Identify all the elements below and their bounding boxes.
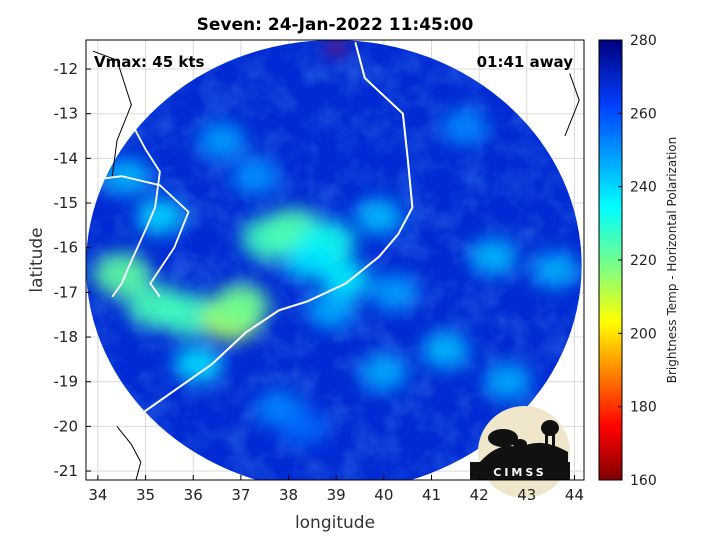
brightness-feature: [212, 283, 270, 328]
brightness-feature: [422, 332, 470, 369]
brightness-feature: [279, 408, 327, 445]
x-axis-ticks: 34 35 36 37 38 39 40 41 42 43 44: [88, 475, 584, 504]
time-away-annotation: 01:41 away: [477, 53, 574, 71]
land-border: [92, 50, 132, 177]
colorbar-tick-label: 280: [630, 33, 657, 49]
brightness-feature: [355, 198, 403, 235]
brightness-feature: [159, 292, 218, 337]
brightness-feature: [369, 274, 417, 311]
x-tick-label: 36: [184, 486, 203, 504]
y-tick-label: -19: [54, 373, 79, 391]
swath: [86, 40, 582, 480]
country-border: [86, 175, 190, 298]
brightness-feature: [198, 122, 246, 159]
y-axis-ticks: -12 -13 -14 -15 -16 -17 -18 -19 -20 -21: [54, 60, 91, 480]
inland-border: [111, 68, 161, 298]
colorbar-tick-label: 160: [630, 473, 657, 489]
vmax-annotation: Vmax: 45 kts: [94, 53, 204, 71]
coastlines: [86, 41, 580, 480]
brightness-feature: [284, 243, 331, 280]
x-tick-label: 38: [279, 486, 298, 504]
x-tick-label: 44: [565, 486, 584, 504]
svg-text:CIMSS: CIMSS: [493, 466, 546, 479]
brightness-feature: [174, 345, 222, 382]
brightness-feature: [532, 252, 579, 289]
brightness-feature: [231, 158, 279, 195]
y-tick-label: -16: [54, 239, 79, 257]
brightness-feature: [308, 292, 355, 329]
y-tick-label: -14: [54, 149, 79, 167]
y-tick-label: -17: [54, 283, 79, 301]
colorbar-tick-label: 220: [630, 253, 657, 269]
y-tick-label: -12: [54, 60, 79, 78]
x-tick-label: 37: [231, 486, 250, 504]
brightness-feature: [103, 158, 150, 195]
x-tick-label: 34: [88, 486, 107, 504]
brightness-features: [93, 40, 579, 445]
x-tick-label: 39: [327, 486, 346, 504]
x-tick-label: 35: [136, 486, 155, 504]
x-axis-label: longitude: [295, 513, 375, 533]
colorbar-label: Brightness Temp - Horizontal Polarizatio…: [665, 137, 679, 384]
y-tick-label: -18: [54, 328, 79, 346]
y-axis-label: latitude: [27, 227, 47, 292]
x-tick-label: 43: [517, 486, 536, 504]
colorbar-tick-label: 180: [630, 400, 657, 416]
land-border-south: [116, 426, 142, 480]
brightness-feature: [93, 252, 151, 297]
y-tick-label: -21: [54, 462, 79, 480]
x-tick-label: 41: [422, 486, 441, 504]
brightness-feature: [484, 363, 532, 400]
y-tick-label: -15: [54, 194, 79, 212]
chart-title: Seven: 24-Jan-2022 11:45:00: [197, 15, 474, 35]
cimss-logo-icon: CIMSS: [470, 406, 570, 498]
colorbar-tick-label: 260: [630, 106, 657, 122]
colorbar-tick-label: 200: [630, 326, 657, 342]
brightness-feature: [136, 198, 184, 235]
mozambique-coastline: [121, 41, 414, 428]
brightness-feature: [328, 40, 344, 53]
colorbar-tick-label: 240: [630, 180, 657, 196]
madagascar-coast: [564, 73, 580, 137]
y-tick-label: -13: [54, 105, 79, 123]
brightness-feature: [441, 109, 489, 146]
x-tick-label: 40: [374, 486, 393, 504]
y-tick-label: -20: [54, 417, 79, 435]
brightness-feature: [470, 238, 517, 275]
colorbar-ticks: 160 180 200 220 240 260 280: [618, 33, 657, 489]
x-tick-label: 42: [470, 486, 489, 504]
axes-frame: [85, 39, 585, 481]
brightness-feature: [360, 354, 408, 391]
